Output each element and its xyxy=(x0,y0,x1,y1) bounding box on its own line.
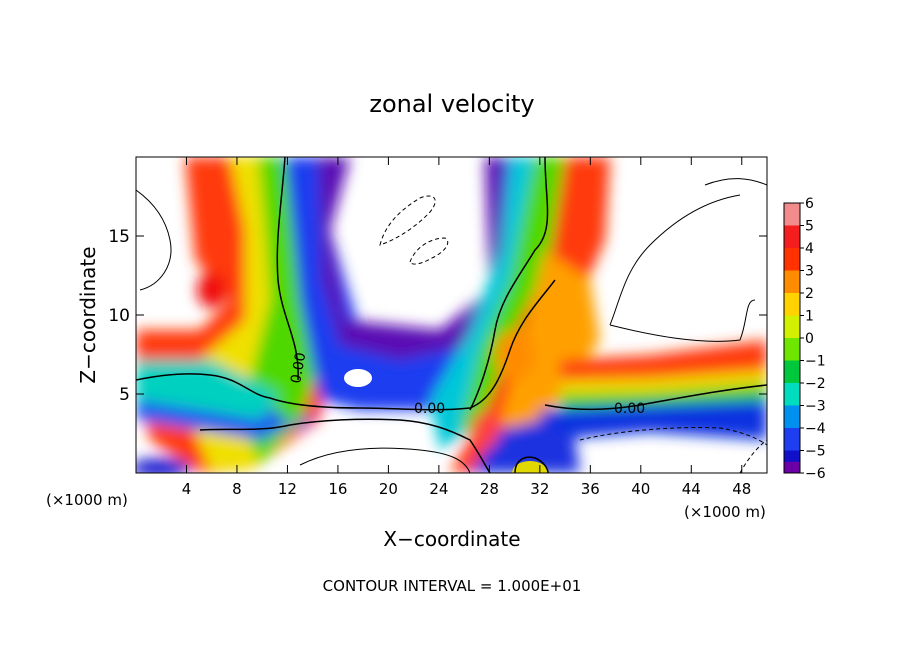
patch-left-red xyxy=(197,272,227,308)
contour-labels: 0.00 0.00 0.00 xyxy=(288,351,645,417)
chart-title: zonal velocity xyxy=(369,90,534,118)
contour-interval-footer: CONTOUR INTERVAL = 1.000E+01 xyxy=(323,577,582,595)
contour-lines xyxy=(136,157,767,473)
x-tick-label: 44 xyxy=(682,480,701,498)
x-tick-label: 20 xyxy=(379,480,398,498)
colorbar-swatch xyxy=(784,315,800,339)
x-tick-label: 28 xyxy=(480,480,499,498)
y-axis-ticks: 5 10 15 xyxy=(108,227,767,405)
colorbar-swatch xyxy=(784,225,800,249)
contour-label: 0.00 xyxy=(414,401,445,417)
contour-zero-right-layer xyxy=(544,384,767,411)
colorbar-label: 4 xyxy=(805,241,814,257)
contour-dashed-lower-right xyxy=(579,427,767,473)
colorbar-swatch xyxy=(784,338,800,361)
contour-dashed-upper-1 xyxy=(379,195,436,246)
patch-center-red xyxy=(471,412,499,448)
colorbar-label: 3 xyxy=(805,264,814,280)
colorbar-label: 6 xyxy=(805,196,814,212)
colorbar-label: −1 xyxy=(805,354,826,370)
contour-label: 0.00 xyxy=(288,351,309,384)
patch-bottom-left-blue xyxy=(136,458,190,473)
colorbar-label: 5 xyxy=(805,219,814,235)
contour-zero-bottom-loop xyxy=(514,456,549,473)
contour-zero-lower xyxy=(199,418,491,473)
patch-bottom-blue xyxy=(470,420,580,473)
x-tick-label: 16 xyxy=(328,480,347,498)
colorbar-label: 2 xyxy=(805,286,814,302)
x-tick-label: 8 xyxy=(232,480,242,498)
y-tick-label: 15 xyxy=(108,227,130,247)
x-tick-label: 12 xyxy=(278,480,297,498)
contour-zero-right-top xyxy=(469,157,549,411)
colorbar-swatch xyxy=(784,360,800,384)
band-right-cyan xyxy=(430,157,545,450)
x-tick-label: 4 xyxy=(182,480,192,498)
colorbar: 6 5 4 3 2 1 0 −1 −2 −3 −4 −5 −6 xyxy=(783,196,826,482)
x-tick-label: 40 xyxy=(631,480,650,498)
colorbar-swatch xyxy=(784,405,800,429)
hole-bottom-yellow xyxy=(512,461,548,473)
x-axis-label: X−coordinate xyxy=(383,527,520,551)
colorbar-label: 1 xyxy=(805,309,814,325)
y-tick-label: 10 xyxy=(108,306,130,326)
colorbar-label: 0 xyxy=(805,331,814,347)
colorbar-label: −4 xyxy=(805,421,826,437)
colorbar-swatch xyxy=(784,293,800,316)
x-tick-label: 24 xyxy=(429,480,448,498)
colorbar-label: −5 xyxy=(805,444,826,460)
contour-thin-right xyxy=(609,178,767,342)
x-unit-right: (×1000 m) xyxy=(684,503,766,521)
x-tick-label: 48 xyxy=(732,480,751,498)
colorbar-swatch xyxy=(784,428,800,451)
x-tick-label: 32 xyxy=(530,480,549,498)
band-center-violet xyxy=(318,157,505,360)
y-axis-label: Z−coordinate xyxy=(76,246,100,383)
colorbar-label: −3 xyxy=(805,399,826,415)
y-tick-label: 5 xyxy=(119,385,130,405)
x-axis-ticks: 4 8 12 16 20 24 28 32 36 40 44 48 xyxy=(182,157,751,498)
colorbar-swatch xyxy=(784,270,800,294)
colorbar-swatch xyxy=(784,248,800,271)
colorbar-label: −2 xyxy=(805,376,826,392)
contour-zero-left xyxy=(276,157,299,381)
contour-dashed-upper-2 xyxy=(409,237,449,265)
hole-white xyxy=(344,369,372,387)
colorbar-swatch xyxy=(784,203,800,226)
contour-label: 0.00 xyxy=(614,401,645,417)
x-tick-label: 36 xyxy=(581,480,600,498)
contour-thin-lower xyxy=(299,447,471,473)
colorbar-swatch xyxy=(784,461,800,473)
colorbar-label: −6 xyxy=(805,466,826,482)
contour-thin-left xyxy=(136,189,172,291)
contour-zero-center xyxy=(136,279,556,411)
x-unit-left: (×1000 m) xyxy=(46,491,128,509)
colorbar-swatch xyxy=(784,383,800,406)
patch-center-orange xyxy=(495,330,535,380)
band-right-orange xyxy=(500,250,600,440)
